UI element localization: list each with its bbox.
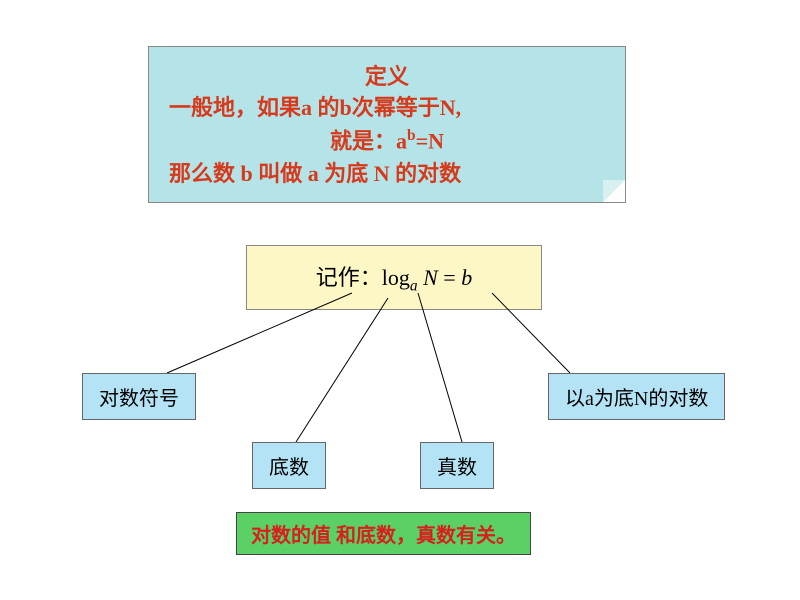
formula-sub-a: a	[410, 277, 418, 294]
label-log-symbol: 对数符号	[82, 373, 196, 420]
definition-title: 定义	[169, 59, 605, 91]
formula-prefix: 记作：	[316, 265, 382, 290]
definition-line3: 那么数 b 叫做 a 为底 N 的对数	[169, 157, 605, 190]
formula-eq: =	[443, 265, 461, 290]
label-antilog: 真数	[420, 442, 494, 489]
definition-line2: 就是：ab=N	[169, 124, 605, 157]
line-base	[296, 298, 388, 442]
conclusion-box: 对数的值 和底数，真数有关。	[236, 512, 531, 555]
formula-N: N	[418, 265, 444, 290]
definition-line1: 一般地，如果a 的b次幂等于N,	[169, 91, 605, 124]
formula-box: 记作：loga N = b	[246, 245, 542, 310]
line-antilog	[418, 293, 462, 442]
definition-box: 定义 一般地，如果a 的b次幂等于N, 就是：ab=N 那么数 b 叫做 a 为…	[148, 46, 626, 203]
formula-log: log	[382, 265, 410, 290]
formula-b: b	[461, 265, 472, 290]
label-base: 底数	[252, 442, 326, 489]
label-log-of-n: 以a为底N的对数	[548, 373, 725, 420]
page-curl-icon	[603, 180, 625, 202]
